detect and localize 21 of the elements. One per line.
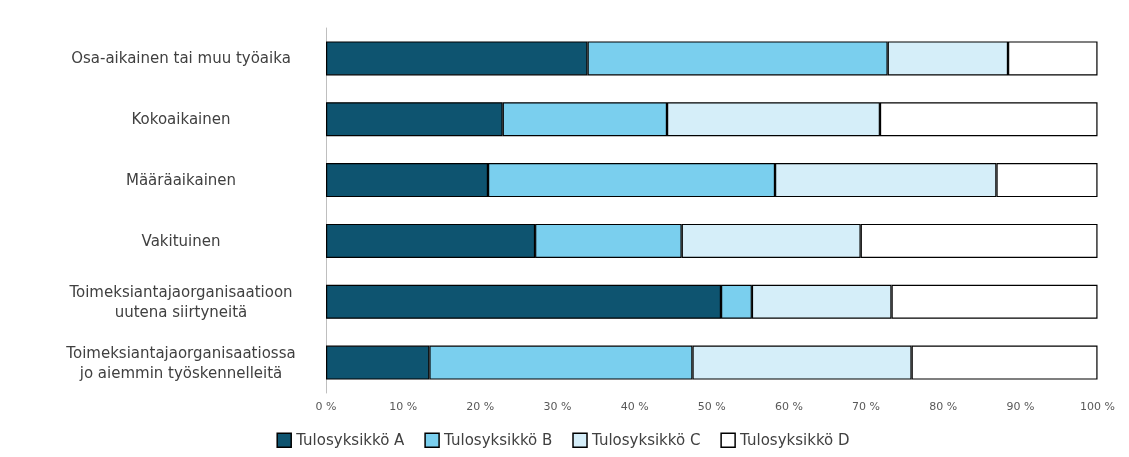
legend-label: Tulosyksikkö A <box>295 431 406 450</box>
y-tick-label: Määräaikainen <box>125 171 237 190</box>
x-tick-label: 80 % <box>929 400 958 413</box>
x-tick-label: 20 % <box>466 400 495 413</box>
x-tick-label: 50 % <box>697 400 726 413</box>
x-tick-label: 30 % <box>543 400 572 413</box>
y-tick-label: Toimeksiantajaorganisaatiossa jo aiemmin työskennelleitä <box>65 343 296 382</box>
x-tick-label: 40 % <box>620 400 649 413</box>
x-tick-label: 90 % <box>1006 400 1035 413</box>
legend-label: Tulosyksikkö C <box>591 431 701 450</box>
y-tick-label: Osa-aikainen tai muu työaika <box>71 49 291 68</box>
y-tick-label: Kokoaikainen <box>131 110 231 129</box>
legend-label: Tulosyksikkö B <box>443 431 553 450</box>
x-tick-label: 60 % <box>774 400 803 413</box>
y-tick-label: Toimeksiantajaorganisaatioon uutena siirtyneitä <box>68 282 293 321</box>
y-tick-label: Vakituinen <box>141 231 221 250</box>
x-tick-label: 100 % <box>1080 400 1115 413</box>
legend-label: Tulosyksikkö D <box>739 431 850 450</box>
x-tick-label: 10 % <box>389 400 418 413</box>
x-tick-label: 70 % <box>852 400 881 413</box>
x-tick-label: 0 % <box>315 400 337 413</box>
